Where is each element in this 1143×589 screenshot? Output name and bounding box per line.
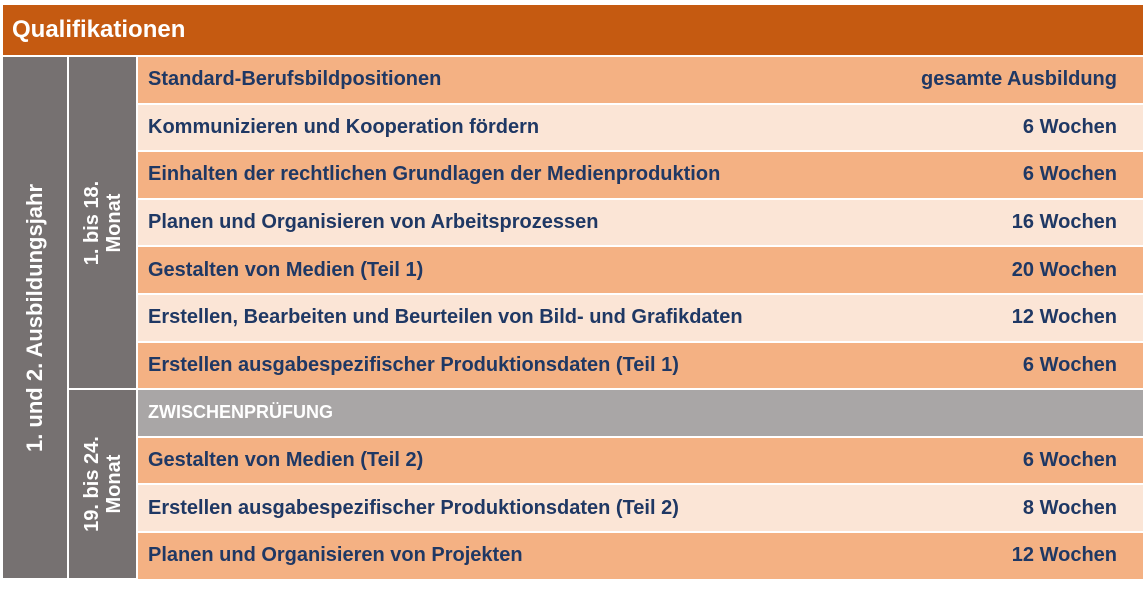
year-column: 1. und 2. Ausbildungsjahr: [3, 57, 67, 578]
table-row: Gestalten von Medien (Teil 2) 6 Wochen: [138, 437, 1143, 484]
row-duration: 6 Wochen: [1022, 115, 1117, 138]
period-2-label: 19. bis 24. Monat: [80, 436, 125, 532]
row-label: Gestalten von Medien (Teil 1): [148, 258, 424, 281]
row-duration: 8 Wochen: [1022, 496, 1117, 519]
row-label: Erstellen, Bearbeiten und Beurteilen von…: [148, 306, 743, 329]
row-duration: gesamte Ausbildung: [921, 68, 1117, 91]
row-label: Gestalten von Medien (Teil 2): [148, 449, 424, 472]
page-title: Qualifikationen: [3, 5, 1143, 55]
table-row: Kommunizieren und Kooperation fördern 6 …: [138, 104, 1143, 151]
row-label: Standard-Berufsbildpositionen: [148, 68, 442, 91]
period-1-column: 1. bis 18. Monat: [69, 57, 136, 388]
row-duration: 12 Wochen: [1011, 544, 1117, 567]
row-label: Planen und Organisieren von Projekten: [148, 544, 523, 567]
period-1-label: 1. bis 18. Monat: [80, 180, 125, 265]
period-2-column: 19. bis 24. Monat: [69, 390, 136, 578]
row-duration: 16 Wochen: [1011, 211, 1117, 234]
table-row: Erstellen ausgabespezifischer Produktion…: [138, 342, 1143, 389]
table-row: Planen und Organisieren von Arbeitsproze…: [138, 199, 1143, 246]
row-label: Planen und Organisieren von Arbeitsproze…: [148, 211, 599, 234]
table-row: Gestalten von Medien (Teil 1) 20 Wochen: [138, 247, 1143, 293]
row-duration: 20 Wochen: [1011, 258, 1117, 281]
row-label: Kommunizieren und Kooperation fördern: [148, 115, 540, 138]
exam-row: ZWISCHENPRÜFUNG: [138, 390, 1143, 436]
row-label: Einhalten der rechtlichen Grundlagen der…: [148, 163, 721, 186]
row-duration: 6 Wochen: [1022, 449, 1117, 472]
table-row: Einhalten der rechtlichen Grundlagen der…: [138, 152, 1143, 198]
row-duration: 6 Wochen: [1022, 353, 1117, 376]
table-row: Erstellen ausgabespezifischer Produktion…: [138, 485, 1143, 531]
table-row: Planen und Organisieren von Projekten 12…: [138, 532, 1143, 579]
table-row: Standard-Berufsbildpositionen gesamte Au…: [138, 57, 1143, 103]
row-duration: 12 Wochen: [1011, 306, 1117, 329]
row-label: ZWISCHENPRÜFUNG: [148, 402, 333, 423]
row-label: Erstellen ausgabespezifischer Produktion…: [148, 353, 679, 376]
row-label: Erstellen ausgabespezifischer Produktion…: [148, 496, 679, 519]
row-duration: 6 Wochen: [1022, 163, 1117, 186]
table-row: Erstellen, Bearbeiten und Beurteilen von…: [138, 294, 1143, 341]
year-label: 1. und 2. Ausbildungsjahr: [22, 183, 47, 452]
qualification-table: Standard-Berufsbildpositionen gesamte Au…: [138, 57, 1143, 579]
